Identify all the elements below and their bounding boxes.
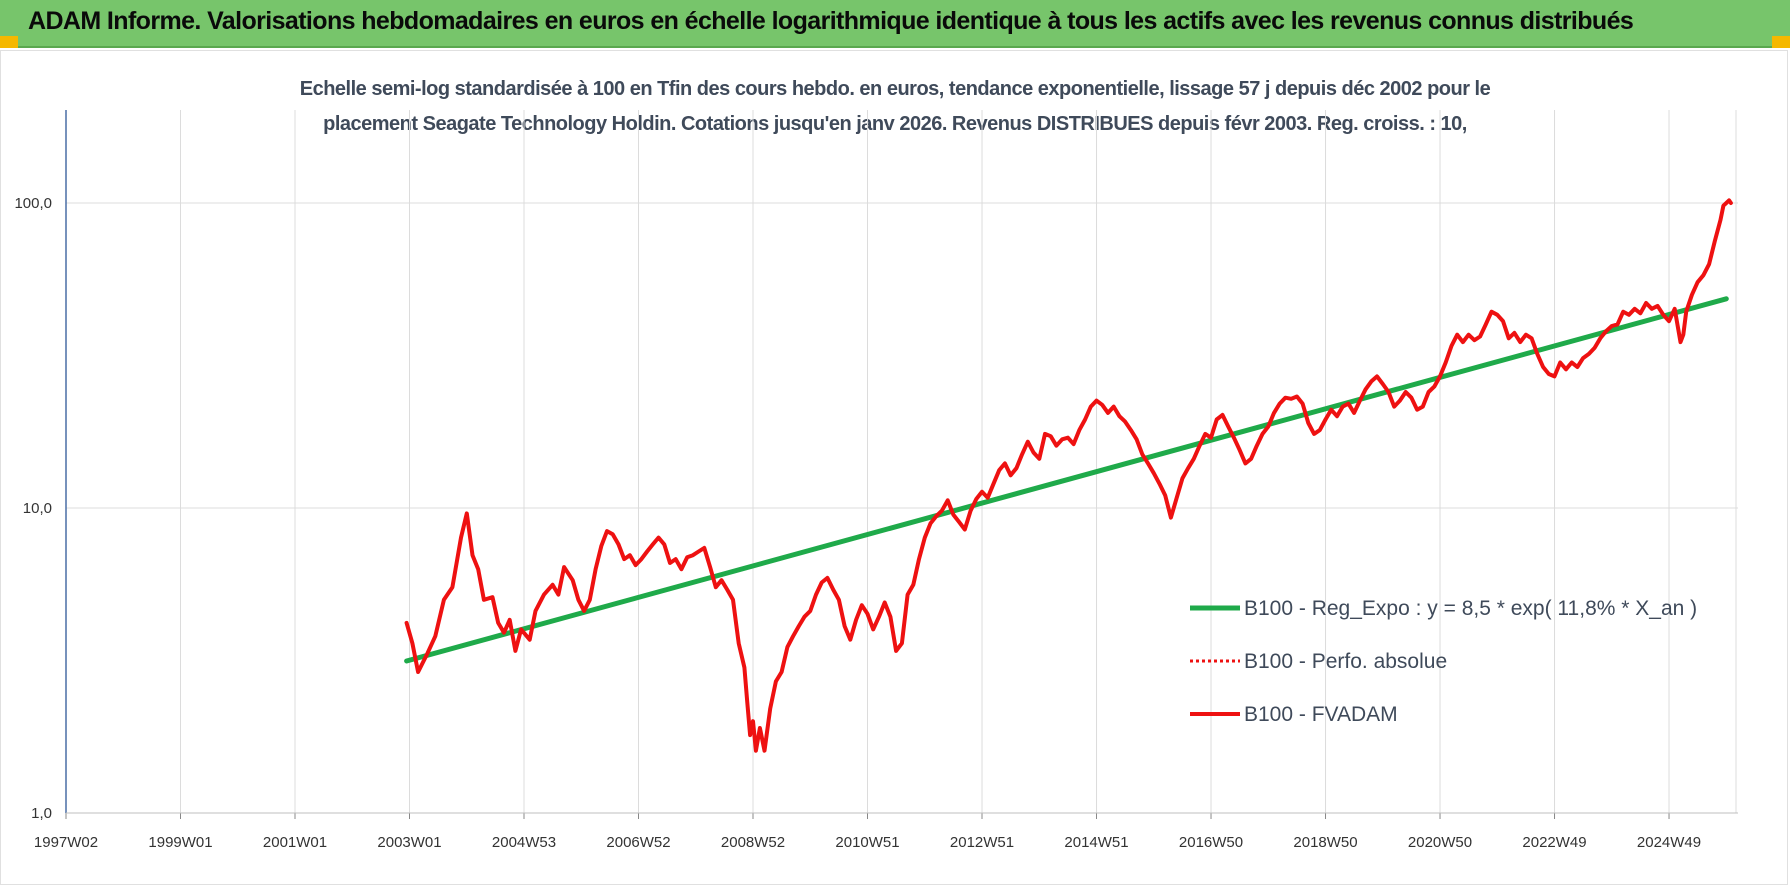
chart-frame: [0, 50, 1788, 885]
x-tick-label: 2010W51: [835, 834, 899, 851]
title-banner: ADAM Informe. Valorisations hebdomadaire…: [0, 0, 1790, 48]
series-layer: [404, 198, 1733, 753]
axis-layer: 1997W02 1999W01 2001W01 2003W01 2004W53 2006W…: [14, 110, 1738, 851]
grid-layer: [65, 110, 1738, 814]
series-line-solid-red: [404, 198, 1733, 753]
x-tick-label: 1997W02: [34, 834, 98, 851]
x-tick-label: 2020W50: [1408, 834, 1472, 851]
y-tick-label: 10,0: [23, 500, 52, 517]
x-tick-label: 2016W50: [1179, 834, 1243, 851]
x-tick-label: 2003W01: [377, 834, 441, 851]
corner-marker-top-left: [0, 36, 18, 48]
x-tick-label: 2014W51: [1064, 834, 1128, 851]
x-tick-label: 2004W53: [492, 834, 556, 851]
series-line-solid-green: [404, 296, 1729, 664]
legend-label: B100 - Perfo. absolue: [1244, 650, 1447, 673]
y-tick-label: 1,0: [31, 805, 52, 822]
corner-marker-top-right: [1772, 36, 1790, 48]
x-tick-label: 1999W01: [148, 834, 212, 851]
x-tick-label: 2022W49: [1522, 834, 1586, 851]
x-tick-label: 2018W50: [1293, 834, 1357, 851]
chart-subtitle-line-1: Echelle semi-log standardisée à 100 en T…: [299, 78, 1491, 100]
legend-label: B100 - Reg_Expo : y = 8,5 * exp( 11,8% *…: [1244, 597, 1697, 620]
x-tick-label: 2001W01: [263, 834, 327, 851]
legend-label: B100 - FVADAM: [1244, 703, 1398, 726]
x-tick-label: 2024W49: [1637, 834, 1701, 851]
x-tick-label: 2008W52: [721, 834, 785, 851]
chart-subtitle-line-2: placement Seagate Technology Holdin. Cot…: [323, 113, 1467, 135]
y-tick-label: 100,0: [14, 195, 52, 212]
legend: B100 - Reg_Expo : y = 8,5 * exp( 11,8% *…: [1190, 597, 1697, 726]
x-tick-label: 2006W52: [606, 834, 670, 851]
page-title: ADAM Informe. Valorisations hebdomadaire…: [28, 7, 1634, 35]
x-tick-label: 2012W51: [950, 834, 1014, 851]
